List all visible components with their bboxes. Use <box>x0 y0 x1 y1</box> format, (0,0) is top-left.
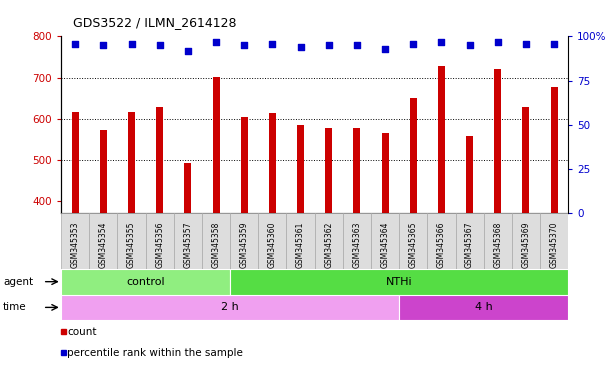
Text: count: count <box>67 327 97 337</box>
Bar <box>410 98 417 213</box>
Bar <box>484 213 512 269</box>
Point <box>465 42 475 48</box>
Bar <box>100 130 107 213</box>
Point <box>352 42 362 48</box>
Point <box>436 39 446 45</box>
Bar <box>466 136 473 213</box>
Text: GSM345370: GSM345370 <box>550 222 558 268</box>
Text: GSM345360: GSM345360 <box>268 222 277 268</box>
Text: agent: agent <box>3 276 33 287</box>
Text: time: time <box>3 302 27 313</box>
Bar <box>325 129 332 213</box>
Bar <box>61 269 230 295</box>
Text: GSM345359: GSM345359 <box>240 222 249 268</box>
Bar <box>89 213 117 269</box>
Bar <box>427 213 456 269</box>
Point <box>408 40 418 46</box>
Bar <box>258 213 287 269</box>
Bar <box>128 113 135 213</box>
Bar <box>353 129 360 213</box>
Bar <box>145 213 174 269</box>
Bar <box>61 295 399 320</box>
Text: GSM345364: GSM345364 <box>381 222 390 268</box>
Bar <box>156 107 163 213</box>
Point <box>549 40 559 46</box>
Bar <box>269 113 276 213</box>
Bar <box>343 213 371 269</box>
Bar <box>371 213 399 269</box>
Text: GSM345355: GSM345355 <box>127 222 136 268</box>
Text: GSM345368: GSM345368 <box>493 222 502 268</box>
Bar <box>522 107 530 213</box>
Bar <box>117 213 145 269</box>
Bar <box>512 213 540 269</box>
Bar <box>287 213 315 269</box>
Point <box>70 40 80 46</box>
Point <box>380 46 390 52</box>
Bar <box>399 213 427 269</box>
Text: GDS3522 / ILMN_2614128: GDS3522 / ILMN_2614128 <box>73 16 237 29</box>
Point <box>98 42 108 48</box>
Bar <box>230 213 258 269</box>
Bar <box>297 125 304 213</box>
Text: GSM345367: GSM345367 <box>465 222 474 268</box>
Bar <box>230 269 568 295</box>
Text: GSM345358: GSM345358 <box>211 222 221 268</box>
Bar <box>540 213 568 269</box>
Bar <box>185 162 191 213</box>
Text: GSM345369: GSM345369 <box>521 222 530 268</box>
Bar <box>241 117 247 213</box>
Text: GSM345362: GSM345362 <box>324 222 333 268</box>
Bar <box>213 77 219 213</box>
Bar <box>456 213 484 269</box>
Text: 4 h: 4 h <box>475 302 492 313</box>
Point <box>493 39 503 45</box>
Point <box>296 44 306 50</box>
Text: GSM345366: GSM345366 <box>437 222 446 268</box>
Point <box>268 40 277 46</box>
Point <box>240 42 249 48</box>
Text: GSM345353: GSM345353 <box>71 222 79 268</box>
Text: GSM345357: GSM345357 <box>183 222 192 268</box>
Bar <box>551 87 558 213</box>
Text: GSM345356: GSM345356 <box>155 222 164 268</box>
Text: control: control <box>126 276 165 287</box>
Text: GSM345365: GSM345365 <box>409 222 418 268</box>
Bar <box>174 213 202 269</box>
Text: GSM345363: GSM345363 <box>353 222 362 268</box>
Text: NTHi: NTHi <box>386 276 412 287</box>
Text: percentile rank within the sample: percentile rank within the sample <box>67 348 243 358</box>
Text: 2 h: 2 h <box>221 302 239 313</box>
Point <box>126 40 136 46</box>
Point <box>183 48 193 54</box>
Bar <box>71 113 79 213</box>
Bar <box>494 68 501 213</box>
Bar <box>382 132 389 213</box>
Text: GSM345361: GSM345361 <box>296 222 305 268</box>
Bar <box>438 66 445 213</box>
Bar <box>315 213 343 269</box>
Text: GSM345354: GSM345354 <box>99 222 108 268</box>
Point <box>324 42 334 48</box>
Bar <box>202 213 230 269</box>
Bar <box>399 295 568 320</box>
Point <box>521 40 531 46</box>
Point <box>211 39 221 45</box>
Bar <box>61 213 89 269</box>
Point <box>155 42 164 48</box>
